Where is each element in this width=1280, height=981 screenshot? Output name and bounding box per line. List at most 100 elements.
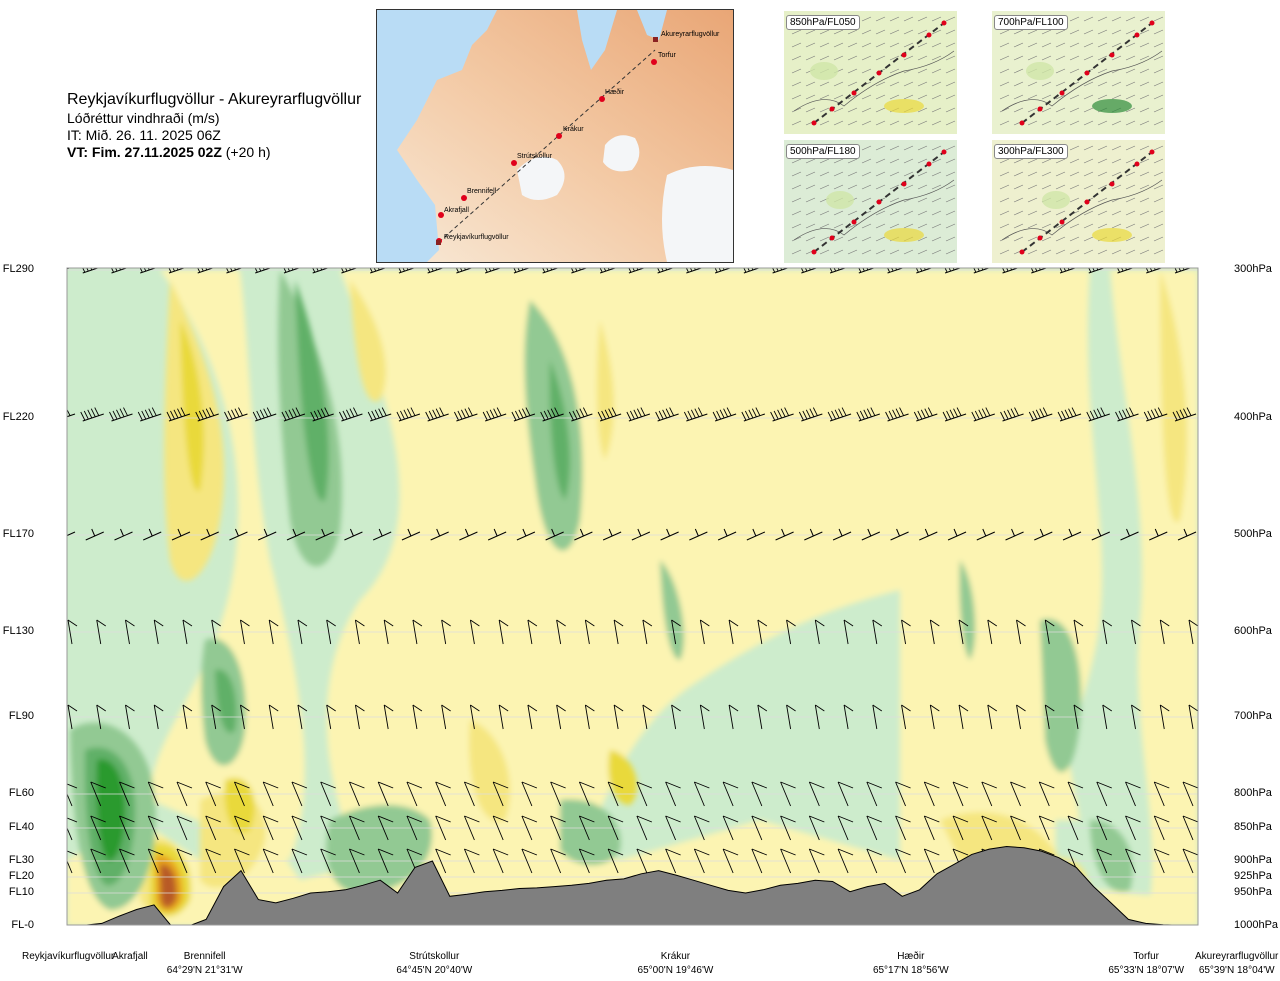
wind-barb [545,528,564,541]
lead-time: (+20 h) [225,144,271,160]
flight-level-label: FL220 [2,411,34,423]
wind-barb [67,619,78,645]
wind-barb [1125,781,1141,807]
wind-barb [143,528,162,541]
wind-barb [492,781,509,807]
wind-barb [114,528,133,541]
station-coords: 64°29'N 21°31'W [166,965,243,976]
wind-barb [1182,781,1198,807]
wind-barb [808,815,825,841]
wind-barb [901,619,911,645]
contour-region [350,280,386,402]
wind-barb [689,528,708,541]
contour-region [150,270,305,860]
wind-barb [297,619,308,645]
wind-barb [425,407,449,422]
wind-barb [584,619,595,645]
wind-barb [722,815,739,841]
thumbnail-label: 700hPa/FL100 [994,15,1068,30]
wind-barb [291,781,308,807]
flight-level-label: FL20 [8,870,34,882]
wind-barb [837,848,854,874]
wind-barb [67,850,78,874]
wind-barb [176,815,193,841]
wind-barb [205,781,221,807]
wind-barb [125,619,135,645]
station-coords: 65°33'N 18°07'W [1108,965,1185,976]
wind-barb [958,619,969,645]
wind-barb [297,704,308,730]
wind-barb [786,704,796,730]
contour-region [1160,270,1188,523]
wind-barb [895,815,911,841]
map-label-brennifell: Brennifell [467,188,497,195]
wind-barb [1143,407,1168,422]
wind-barb [96,704,106,730]
wind-barb [326,704,336,730]
wind-barb [176,781,193,807]
wind-barb [200,528,219,541]
map-point-krakur [556,133,562,139]
wind-barb [814,704,825,730]
wind-barb [693,781,710,807]
flight-level-label: FL-0 [11,919,34,931]
map-label-haedir: Hæðir [605,88,625,96]
wind-barb [262,848,279,874]
wind-barb [671,704,681,730]
wind-barb [441,619,451,645]
wind-barb [987,704,998,730]
wind-barb [568,407,593,422]
map-label-strutskollur: Strútskollur [517,153,553,160]
wind-barb [1188,619,1198,645]
wind-barb [717,528,737,541]
station-name: Akrafjall [112,951,148,962]
wind-barb [746,528,766,541]
thumbnail-500hpa[interactable]: 500hPa/FL180 [784,140,957,263]
wind-barb [153,619,164,645]
wind-barb [487,528,507,541]
wind-barb [412,619,423,645]
station-label: Torfur 65°33'N 18°07'W [1108,951,1184,976]
wind-barb [85,528,104,541]
wind-barb [929,704,940,730]
wind-barb [441,704,451,730]
wind-barb [435,815,451,841]
map-point-akureyri [653,37,658,42]
flight-level-label: FL290 [2,263,34,275]
wind-barb [281,407,306,422]
thumbnail-850hpa[interactable]: 850hPa/FL050 [784,11,957,134]
map-point-torfur [651,59,657,65]
wind-barb [655,407,679,422]
wind-barb [923,848,940,874]
wind-barb [923,815,940,841]
wind-barb [406,815,423,841]
pressure-label: 400hPa [1234,411,1272,423]
wind-barb [613,704,624,730]
wind-barb [383,704,394,730]
wind-barb [262,781,279,807]
wind-barb [310,407,334,422]
flight-level-label: FL10 [8,886,34,898]
wind-barb [372,528,392,541]
wind-barb [80,407,104,422]
wind-barb [597,407,622,422]
wind-barb [67,783,78,807]
wind-barb [607,815,624,841]
pressure-label: 800hPa [1234,787,1272,799]
wind-barb [291,815,308,841]
wind-barb [872,704,883,730]
thumbnail-label: 300hPa/FL300 [994,144,1068,159]
wind-barb [252,407,277,422]
wind-barb [699,619,710,645]
wind-barb [808,781,825,807]
wind-barb [349,781,365,807]
wind-barb [832,528,852,541]
wind-barb [642,619,653,645]
wind-barb [780,815,796,841]
map-point-akrafjall [438,212,444,218]
wind-barb [866,848,882,874]
thumbnail-700hpa[interactable]: 700hPa/FL100 [992,11,1165,134]
thumbnail-300hpa[interactable]: 300hPa/FL300 [992,140,1165,263]
contour-region [180,320,204,491]
station-label: Krákur 65°00'N 19°46'W [638,951,714,976]
